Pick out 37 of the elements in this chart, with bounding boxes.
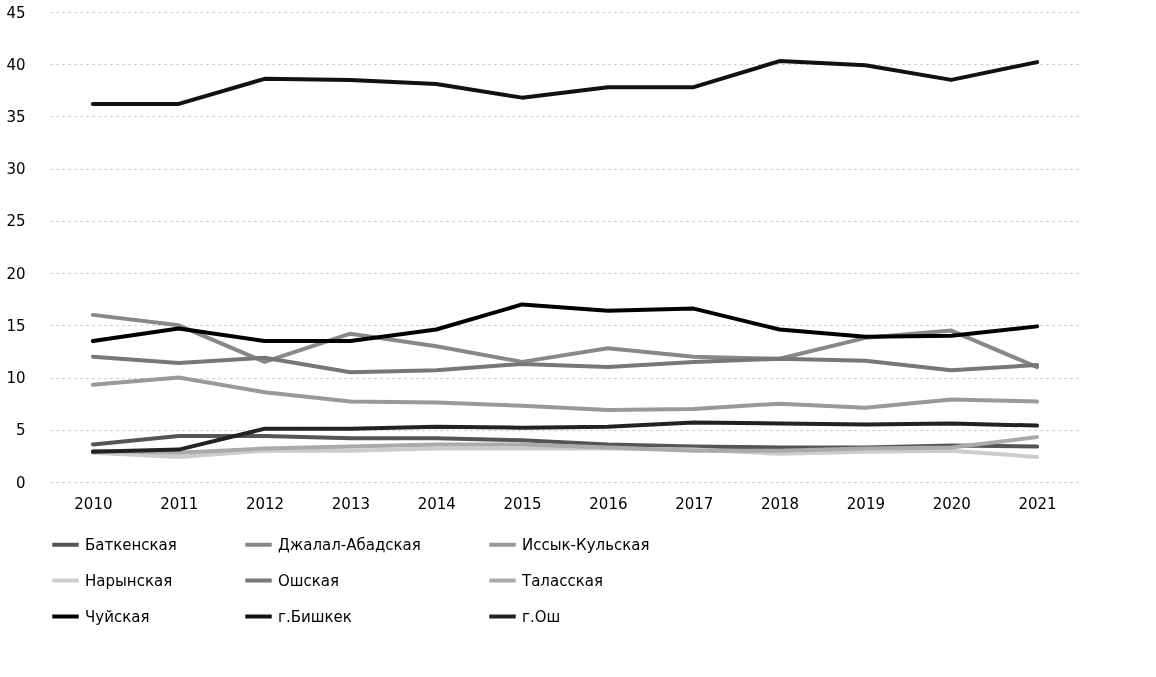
x-tick-label: 2013 [331,494,371,513]
y-tick-label: 5 [15,421,26,440]
line-series [90,375,1040,412]
x-tick-label: 2010 [74,494,113,513]
line-series [90,302,1040,343]
x-tick-label: 2015 [503,494,542,513]
legend-label: г.Бишкек [278,607,352,626]
legend-label: Джалал-Абадская [278,535,421,554]
x-tick-label: 2018 [760,494,800,513]
y-tick-label: 10 [6,369,26,388]
x-tick-label: 2014 [417,494,456,513]
x-tick-label: 2012 [245,494,285,513]
line-series [90,435,1040,455]
legend-label: Чуйская [85,607,150,626]
x-tick-label: 2020 [932,494,971,513]
line-series [90,59,1040,106]
line-series [90,354,1040,375]
legend-label: Таласская [521,571,603,590]
y-tick-label: 30 [6,160,26,179]
x-tick-label: 2019 [846,494,886,513]
y-tick-label: 0 [15,473,26,492]
y-tick-label: 20 [6,264,26,283]
legend-label: Иссык-Кульская [522,535,650,554]
x-tick-label: 2021 [1018,494,1057,513]
y-tick-label: 15 [6,316,26,335]
legend-label: Ошская [278,571,340,590]
y-tick-label: 35 [6,107,26,126]
y-tick-label: 45 [6,3,26,22]
x-tick-label: 2011 [160,494,199,513]
line-series [90,420,1040,454]
legend-label: г.Ош [522,607,561,626]
x-tick-label: 2016 [589,494,628,513]
y-tick-label: 40 [6,55,26,74]
x-tick-label: 2017 [675,494,714,513]
y-tick-label: 25 [6,212,26,231]
legend-label: Нарынская [85,571,173,590]
legend-label: Баткенская [85,535,177,554]
